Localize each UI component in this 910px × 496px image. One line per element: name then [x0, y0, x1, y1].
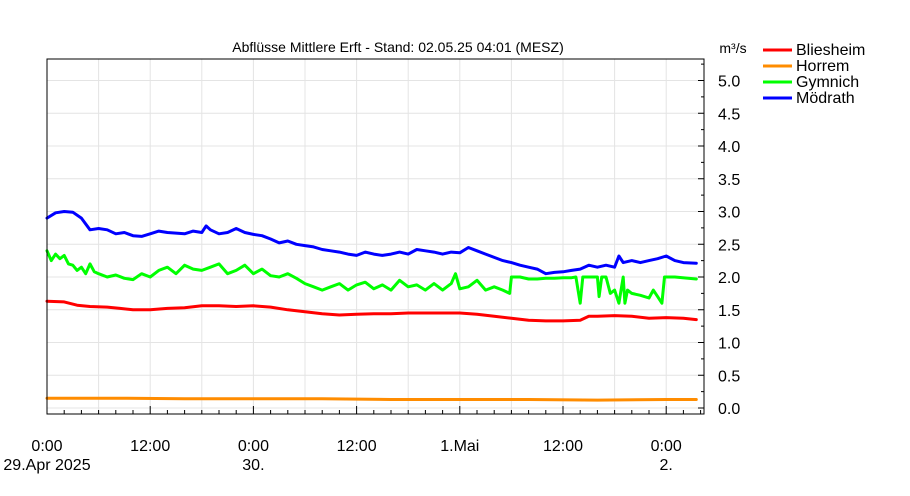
y-axis-unit: m³/s — [719, 40, 746, 56]
legend-label: Horrem — [796, 58, 849, 75]
series-line-horrem — [45, 396, 698, 402]
y-tick-label: 4.5 — [718, 106, 740, 123]
y-tick-label: 1.5 — [718, 303, 740, 320]
y-tick-label: 3.5 — [718, 172, 740, 189]
x-tick-label: 12:00 — [543, 438, 583, 455]
chart-title: Abflüsse Mittlere Erft - Stand: 02.05.25… — [232, 39, 563, 55]
x-tick-label: 12:00 — [337, 438, 377, 455]
x-tick-label: 0:00 — [31, 438, 62, 455]
legend-label: Bliesheim — [796, 42, 865, 59]
x-tick-label: 1.Mai — [440, 438, 479, 455]
series-line-bliesheim — [45, 299, 698, 323]
y-tick-label: 3.0 — [718, 205, 740, 222]
y-tick-label: 2.0 — [718, 270, 740, 287]
legend-label: Gymnich — [796, 74, 859, 91]
x-tick-label: 12:00 — [130, 438, 170, 455]
y-tick-label: 2.5 — [718, 237, 740, 254]
y-tick-label: 0.5 — [718, 368, 740, 385]
plot-frame — [46, 58, 705, 415]
y-tick-label: 5.0 — [718, 74, 740, 91]
series-line-gymnich — [45, 249, 698, 305]
y-tick-label: 0.0 — [718, 401, 740, 418]
x-tick-label: 0:00 — [238, 438, 269, 455]
series-line-m-drath — [45, 210, 698, 276]
x-tick-sublabel: 2. — [660, 457, 673, 474]
x-tick-label: 0:00 — [651, 438, 682, 455]
axes: 0.0 0.5 1.0 1.5 2.0 2.5 3.0 3.5 4.0 4.5 5.0 0:00 29.… — [3, 63, 740, 474]
y-tick-label: 1.0 — [718, 336, 740, 353]
x-tick-sublabel: 30. — [242, 457, 264, 474]
legend-label: Mödrath — [796, 90, 855, 107]
series-lines — [45, 210, 698, 402]
x-tick-sublabel: 29.Apr 2025 — [3, 457, 90, 474]
y-tick-label: 4.0 — [718, 139, 740, 156]
